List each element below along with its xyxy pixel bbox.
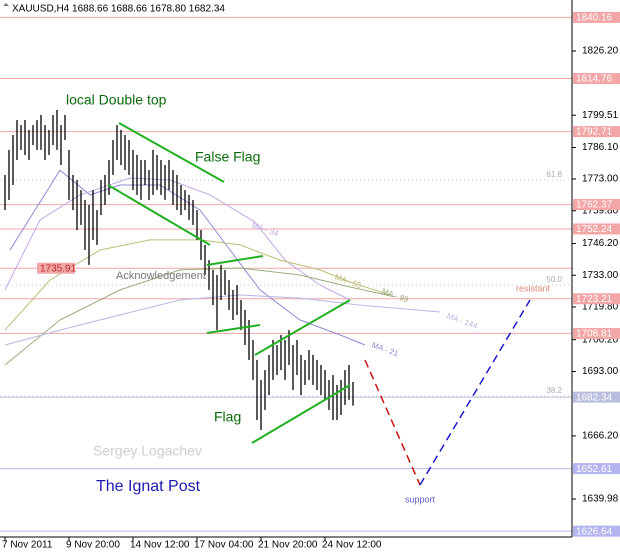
- level-label-bg: [37, 262, 75, 274]
- fib-label: 38.2: [546, 386, 562, 395]
- x-tick-label: 14 Nov 12:00: [130, 540, 190, 551]
- projection-down: [364, 359, 421, 486]
- trend-line: [107, 184, 211, 246]
- level-label-bg: [573, 463, 620, 475]
- moving-average: [9, 169, 366, 346]
- chart-header: XAUUSD,H4 1688.66 1688.66 1678.80 1682.3…: [12, 4, 225, 15]
- trend-line: [206, 255, 264, 266]
- y-tick-label: 1826.20: [582, 46, 619, 57]
- level-label: 1840.16: [576, 13, 613, 24]
- moving-average: [4, 294, 441, 346]
- level-label: 1708.81: [576, 329, 613, 340]
- annotation: local Double top: [66, 92, 167, 108]
- x-tick-label: 17 Nov 04:00: [194, 540, 254, 551]
- annotation: Acknowledgement: [116, 270, 206, 282]
- level-label: 1814.76: [576, 74, 613, 85]
- level-label-bg: [573, 327, 620, 339]
- level-label: 1762.37: [576, 200, 613, 211]
- moving-average: [4, 267, 396, 366]
- trend-lines: [107, 122, 351, 444]
- level-label: 1626.64: [576, 526, 613, 537]
- projection-up: [419, 299, 531, 486]
- level-label: 1735.91: [40, 263, 77, 274]
- trend-line: [206, 324, 261, 334]
- y-tick-label: 1639.98: [582, 494, 619, 505]
- annotation: support: [405, 494, 436, 504]
- price-bars: [4, 109, 354, 430]
- annotation: False Flag: [195, 149, 260, 165]
- level-label: 1792.71: [576, 127, 613, 138]
- level-label: 1752.24: [576, 224, 613, 235]
- trend-line: [254, 299, 351, 356]
- y-tick-label: 1759.80: [582, 205, 619, 216]
- level-label-bg: [573, 73, 620, 85]
- level-label-bg: [573, 199, 620, 211]
- levels: 61.8 50.0 38.2: [0, 16, 572, 532]
- y-tick-label: 1706.20: [582, 334, 619, 345]
- level-label: 1682.34: [576, 392, 613, 403]
- level-label-bg: [573, 525, 620, 537]
- moving-average: [4, 177, 351, 301]
- level-label: 1723.21: [576, 294, 613, 305]
- y-tick-label: 1799.51: [582, 110, 619, 121]
- y-tick-label: 1719.80: [582, 302, 619, 313]
- fib-label: 50.0: [546, 275, 562, 284]
- x-tick-label: 24 Nov 12:00: [322, 540, 382, 551]
- y-tick-label: 1666.20: [582, 431, 619, 442]
- level-label: 1652.61: [576, 464, 613, 475]
- level-label-bg: [573, 223, 620, 235]
- header-icon: [3, 3, 9, 6]
- trend-line: [251, 384, 351, 444]
- axes: 1826.20 1799.51 1786.10 1773.00 1759.80 1746.…: [2, 11, 620, 551]
- x-tick-label: 9 Nov 20:00: [66, 540, 120, 551]
- level-label-bg: [573, 126, 620, 138]
- level-label-bg: [573, 391, 620, 403]
- y-tick-label: 1786.10: [582, 142, 619, 153]
- x-tick-label: 7 Nov 2011: [2, 540, 53, 551]
- x-tick-label: 21 Nov 20:00: [258, 540, 318, 551]
- y-tick-label: 1746.20: [582, 238, 619, 249]
- y-tick-label: 1693.00: [582, 366, 619, 377]
- y-tick-label: 1733.00: [582, 270, 619, 281]
- annotation: Flag: [214, 409, 241, 425]
- annotation: resistant: [516, 283, 551, 293]
- trend-line: [118, 122, 225, 183]
- fib-label: 61.8: [546, 170, 562, 179]
- level-label-bg: [573, 293, 620, 305]
- level-label-bg: [573, 11, 620, 23]
- annotation: Sergey Logachev: [93, 443, 202, 459]
- annotation: The Ignat Post: [96, 478, 201, 495]
- y-tick-label: 1773.00: [582, 174, 619, 185]
